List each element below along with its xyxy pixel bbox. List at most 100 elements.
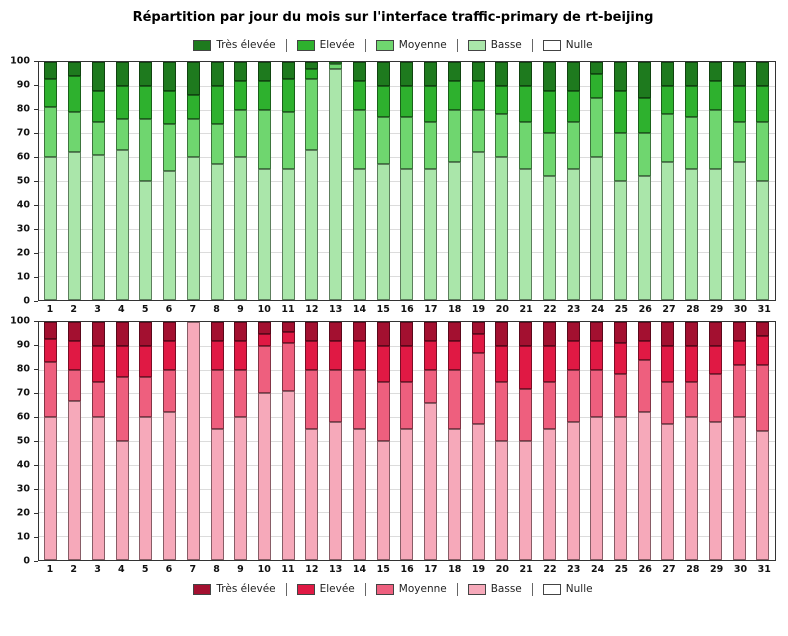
bar-segment: [329, 322, 343, 342]
bar-segment: [590, 369, 604, 418]
bar-slot: [609, 62, 633, 300]
bar-segment: [708, 169, 722, 300]
x-axis-tick-label: 16: [400, 304, 414, 315]
bar-segment: [732, 322, 746, 342]
bar-segment: [329, 69, 343, 300]
x-axis-tick-label: 23: [567, 304, 581, 315]
y-axis-tick-mark: [34, 489, 38, 490]
x-axis-tick-label: 15: [376, 564, 390, 575]
bar-segment: [352, 62, 366, 82]
y-axis-tick-mark: [34, 369, 38, 370]
bar-day-13: [329, 62, 343, 300]
x-axis-tick-label: 6: [165, 304, 173, 315]
y-axis-tick-label: 70: [16, 387, 30, 399]
bar-segment: [91, 121, 105, 155]
bar-segment: [139, 85, 153, 120]
bar-segment: [566, 322, 580, 342]
y-axis-tick-label: 30: [16, 223, 30, 235]
bar-day-6: [163, 322, 177, 560]
bar-segment: [542, 133, 556, 177]
legend-swatch-icon: [542, 583, 561, 595]
bar-slot: [86, 322, 110, 560]
legend-item: Basse: [458, 39, 532, 51]
red-chart-plot: [38, 321, 776, 561]
y-axis-tick-mark: [34, 321, 38, 322]
bar-segment: [139, 417, 153, 560]
bar-segment: [210, 123, 224, 165]
x-axis-tick-label: 8: [213, 564, 220, 575]
bar-day-7: [186, 62, 200, 300]
bar-day-22: [542, 62, 556, 300]
bar-segment: [281, 391, 295, 560]
bar-day-11: [281, 62, 295, 300]
bar-slot: [371, 322, 395, 560]
bar-day-12: [305, 62, 319, 300]
bar-segment: [495, 441, 509, 560]
y-axis-tick-label: 0: [23, 555, 30, 567]
bar-segment: [68, 400, 82, 560]
y-axis-tick-label: 20: [16, 247, 30, 259]
bar-slot: [371, 62, 395, 300]
bar-segment: [44, 107, 58, 158]
x-axis-tick-label: 22: [543, 564, 557, 575]
bar-segment: [234, 341, 248, 370]
bar-segment: [400, 85, 414, 117]
bar-segment: [708, 374, 722, 422]
y-axis-tick-mark: [34, 561, 38, 562]
bar-segment: [685, 381, 699, 418]
bar-segment: [566, 341, 580, 370]
bar-slot: [181, 322, 205, 560]
bar-segment: [756, 62, 770, 86]
bar-slot: [110, 322, 134, 560]
bar-segment: [376, 381, 390, 441]
legend-separator: [456, 582, 458, 596]
y-axis-tick-mark: [34, 513, 38, 514]
bar-segment: [519, 169, 533, 300]
bar-day-8: [210, 322, 224, 560]
bar-segment: [234, 417, 248, 560]
legend-swatch-icon: [375, 39, 394, 51]
bar-segment: [566, 62, 580, 91]
bar-day-5: [139, 62, 153, 300]
bar-segment: [495, 381, 509, 441]
bar-segment: [91, 381, 105, 418]
bar-segment: [685, 322, 699, 346]
bar-segment: [637, 133, 651, 177]
green-chart-plot: [38, 61, 776, 301]
bar-day-12: [305, 322, 319, 560]
bars-layer: [39, 62, 775, 300]
bar-segment: [756, 181, 770, 300]
x-axis-tick-label: 9: [237, 304, 244, 315]
bar-segment: [566, 369, 580, 422]
bar-segment: [329, 62, 343, 65]
x-axis-tick-label: 7: [189, 304, 197, 315]
bar-segment: [542, 381, 556, 430]
x-axis-tick-label: 21: [519, 564, 533, 575]
x-axis-tick-label: 15: [376, 304, 390, 315]
bar-segment: [519, 441, 533, 560]
bar-segment: [424, 322, 438, 342]
y-axis-tick-mark: [34, 85, 38, 86]
bar-segment: [376, 116, 390, 165]
bar-segment: [590, 322, 604, 342]
y-axis-tick-label: 70: [16, 127, 30, 139]
bar-day-27: [661, 322, 675, 560]
bar-segment: [424, 85, 438, 122]
bar-segment: [685, 417, 699, 560]
bar-segment: [257, 81, 271, 110]
x-axis-tick-label: 29: [710, 304, 724, 315]
legend-swatch-icon: [193, 583, 212, 595]
bar-segment: [424, 169, 438, 300]
bar-slot: [585, 62, 609, 300]
bar-segment: [234, 157, 248, 300]
bar-segment: [613, 374, 627, 418]
red-chart: 0 10 20 30 40 50 60 70 80 90 100 1 2 3 4 5 6 7 8 9 10 11 12 13…: [4, 316, 782, 599]
x-axis-tick-label: 4: [118, 564, 125, 575]
x-axis-tick-label: 18: [448, 304, 462, 315]
bar-segment: [400, 116, 414, 170]
legend-item: Basse: [458, 583, 532, 595]
bar-slot: [727, 62, 751, 300]
bar-day-25: [613, 322, 627, 560]
bar-segment: [329, 341, 343, 370]
bar-segment: [590, 62, 604, 74]
